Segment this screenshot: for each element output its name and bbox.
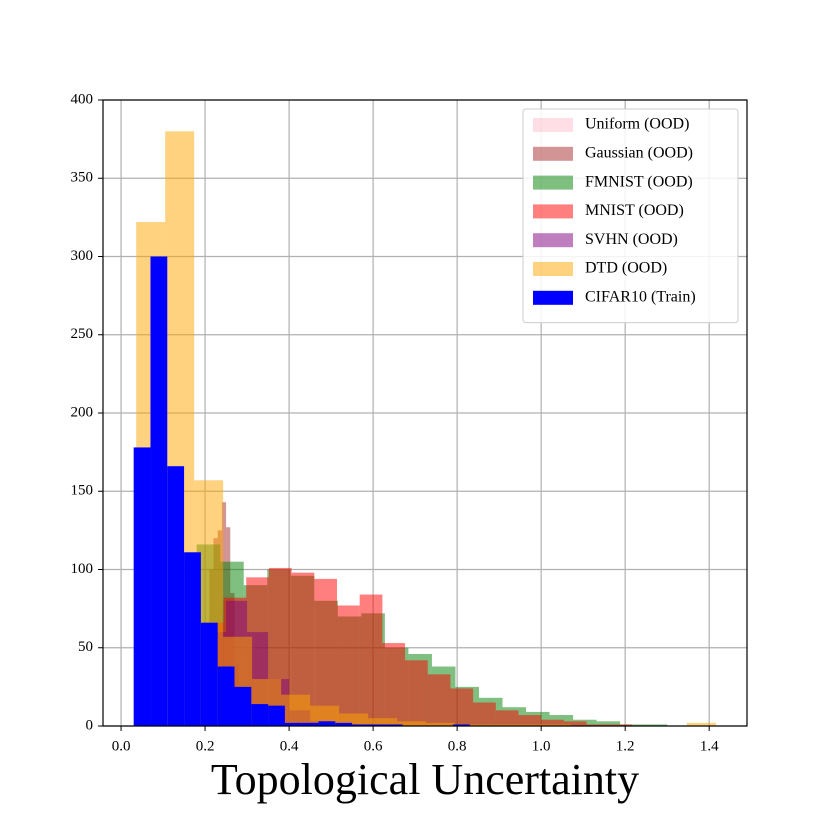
legend-swatch (533, 262, 573, 276)
legend-swatch (533, 146, 573, 161)
legend-label: FMNIST (OOD) (585, 173, 693, 190)
y-tick-label: 400 (71, 91, 94, 107)
legend: Uniform (OOD) Gaussian (OOD) FMNIST (OOD) M… (522, 108, 739, 324)
y-tick-label: 250 (71, 326, 94, 342)
x-tick-label: 0.4 (280, 738, 299, 754)
legend-label: MNIST (OOD) (585, 202, 684, 219)
histogram-bar (405, 660, 428, 726)
y-tick-label: 350 (71, 170, 94, 186)
histogram-bar (427, 674, 451, 726)
histogram-bar (513, 724, 542, 726)
histogram-bar (495, 710, 519, 726)
histogram-bar (310, 705, 340, 726)
x-tick-label: 0.6 (364, 738, 383, 754)
histogram-bar (150, 256, 168, 726)
ticks: 0 50 100 150 200 250 300 350 400 0.0 0.2 0.4 0.6 0.8 1… (71, 91, 720, 754)
histogram-bar (518, 715, 542, 726)
legend-swatch (533, 118, 573, 132)
x-tick-label: 0.2 (196, 738, 215, 754)
legend-label: DTD (OOD) (585, 260, 667, 277)
bars (133, 131, 716, 727)
histogram-bar (397, 721, 427, 726)
histogram-bar (352, 724, 369, 726)
legend-label: Uniform (OOD) (585, 116, 689, 133)
histogram-bar (541, 724, 571, 726)
histogram-bar (217, 666, 235, 726)
histogram-bar (268, 705, 285, 726)
histogram-bar (382, 643, 406, 726)
y-tick-label: 300 (71, 248, 94, 264)
histogram-bar (385, 724, 403, 726)
histogram-bar (563, 721, 587, 726)
y-tick-label: 50 (78, 639, 93, 655)
histogram-bar (643, 724, 668, 726)
histogram-bar (251, 704, 269, 726)
histogram-bar (184, 552, 201, 726)
histogram-bar (620, 724, 644, 726)
histogram-bar (318, 721, 336, 726)
histogram-bar (686, 722, 716, 726)
histogram-bar (200, 622, 218, 726)
x-axis-label: Topological Uncertainty (211, 755, 639, 804)
histogram-bar (609, 724, 632, 726)
histogram-bar (450, 688, 474, 726)
histogram-bar (133, 447, 151, 726)
x-tick-label: 1.4 (700, 738, 719, 754)
histogram-bar (484, 724, 514, 726)
histogram-bar (586, 724, 610, 726)
legend-swatch (533, 233, 573, 248)
histogram-bar (596, 721, 621, 726)
legend-box (522, 108, 739, 324)
histogram-bar (336, 605, 360, 726)
histogram-bar (473, 702, 496, 726)
x-tick-label: 1.2 (616, 738, 635, 754)
x-tick-label: 0.8 (448, 738, 467, 754)
histogram-bar (541, 719, 564, 726)
y-tick-label: 100 (71, 561, 94, 577)
histogram-bar (281, 694, 311, 726)
legend-label: Gaussian (OOD) (585, 144, 693, 161)
legend-swatch (533, 175, 573, 190)
histogram-bar (314, 578, 337, 726)
y-tick-label: 200 (71, 404, 94, 420)
x-tick-label: 1.0 (532, 738, 551, 754)
histogram-bar (234, 686, 252, 726)
histogram-bar (291, 572, 315, 726)
legend-swatch (533, 204, 573, 219)
legend-label: CIFAR10 (Train) (585, 288, 696, 305)
y-tick-label: 150 (71, 483, 94, 499)
histogram-bar (368, 724, 386, 726)
histogram-bar (368, 718, 398, 726)
histogram-bar (167, 466, 185, 726)
y-tick-label: 0 (86, 717, 94, 733)
histogram-bar (335, 722, 353, 726)
histogram-bar (359, 594, 383, 726)
legend-label: SVHN (OOD) (585, 231, 678, 248)
histogram-bar (284, 722, 302, 726)
x-tick-label: 0.0 (112, 738, 131, 754)
histogram-bar (426, 722, 456, 726)
histogram-bar (452, 724, 470, 726)
legend-swatch (533, 290, 573, 305)
histogram-bar (301, 722, 319, 726)
